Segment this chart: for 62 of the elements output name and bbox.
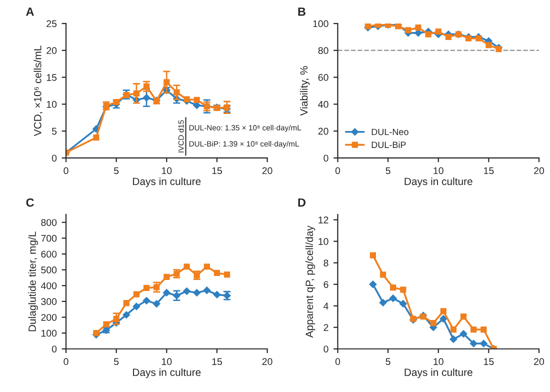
y-tick-label: 800 [41, 219, 57, 226]
x-tick-label: 20 [262, 167, 272, 174]
y-tick-label: 0 [52, 346, 57, 352]
y-tick-label: 0 [324, 346, 328, 352]
x-axis-title: Days in culture [404, 177, 472, 188]
y-tick-label: 60 [318, 74, 328, 81]
x-tick-label: 10 [434, 167, 444, 174]
x-axis-title: Days in culture [133, 177, 201, 188]
y-tick-label: 500 [41, 266, 57, 274]
x-tick-label: 15 [484, 358, 494, 366]
x-tick-label: 0 [335, 358, 340, 366]
x-tick-label: 10 [434, 358, 444, 366]
x-tick-label: 5 [114, 167, 119, 174]
x-tick-label: 0 [64, 167, 68, 174]
y-tick-label: 0 [52, 154, 57, 162]
x-tick-label: 0 [335, 167, 340, 174]
y-tick-label: 0 [324, 154, 328, 162]
y-tick-label: 80 [318, 47, 328, 54]
chart-title: D [298, 198, 306, 207]
y-tick-label: 10 [46, 100, 57, 108]
x-tick-label: 15 [212, 358, 222, 366]
y-tick-label: 400 [40, 282, 57, 290]
legend-label: DUL-BiP [372, 141, 406, 148]
x-tick-label: 15 [212, 167, 222, 174]
y-axis-title: VCD, ×10⁶ cells/mL [34, 46, 43, 136]
x-tick-label: 10 [162, 358, 172, 366]
y-tick-label: 15 [46, 74, 57, 81]
legend-label: DUL-Neo [372, 128, 408, 136]
y-tick-label: 20 [46, 47, 57, 54]
y-axis-title: Apparent qP, pg/cell/day [305, 226, 316, 338]
chart-title: B [298, 8, 306, 16]
x-tick-label: 5 [386, 167, 390, 174]
x-tick-label: 20 [534, 358, 544, 366]
x-tick-label: 10 [162, 167, 172, 174]
x-tick-label: 15 [484, 167, 494, 174]
y-tick-label: 5 [52, 128, 57, 135]
y-axis-title: Viability, % [300, 66, 310, 116]
y-tick-label: 100 [313, 20, 328, 28]
x-tick-label: 5 [114, 358, 119, 366]
y-tick-label: 300 [41, 298, 57, 306]
y-tick-label: 10 [318, 238, 328, 245]
x-tick-label: 5 [386, 358, 390, 366]
x-axis-title: Days in culture [404, 368, 472, 378]
y-tick-label: 600 [41, 250, 57, 258]
y-tick-label: 12 [318, 216, 328, 224]
y-tick-label: 8 [324, 260, 328, 266]
y-tick-label: 25 [46, 20, 57, 28]
y-tick-label: 700 [41, 234, 57, 242]
y-tick-label: 200 [41, 314, 57, 321]
x-tick-label: 20 [534, 167, 544, 174]
y-axis-title: Dulaglutide titer, mg/L [28, 232, 38, 332]
y-tick-label: 100 [41, 330, 57, 337]
x-tick-label: 0 [64, 358, 68, 366]
y-tick-label: 4 [324, 302, 328, 310]
y-tick-label: 2 [324, 324, 328, 331]
y-tick-label: 40 [318, 100, 328, 108]
x-tick-label: 20 [262, 358, 272, 366]
y-tick-label: 20 [318, 128, 328, 135]
x-axis-title: Days in culture [133, 368, 201, 378]
chart-title: A [26, 8, 34, 16]
y-tick-label: 6 [324, 281, 328, 288]
chart-title: C [26, 198, 34, 207]
